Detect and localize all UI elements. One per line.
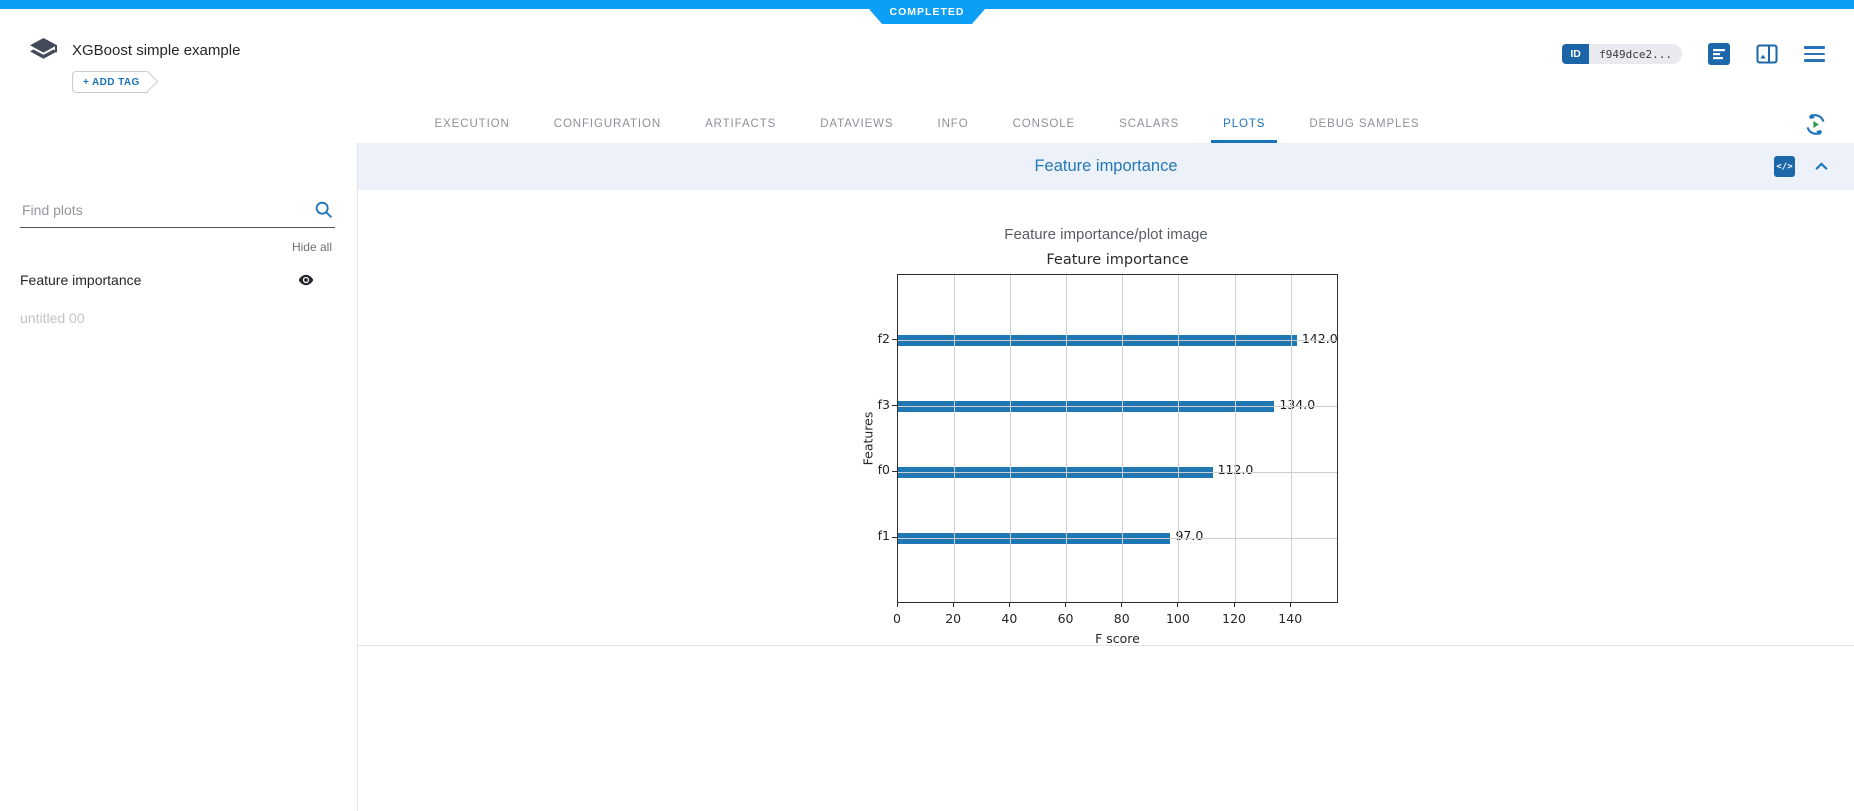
plot-list: Feature importance untitled 00: [0, 268, 357, 330]
bar-value-label: 97.0: [1175, 528, 1204, 544]
x-tick-label: 80: [1113, 611, 1130, 626]
y-tick-label: f0: [877, 462, 890, 478]
x-tick-label: 60: [1057, 611, 1074, 626]
plot-group-header: Feature importance </>: [358, 143, 1854, 190]
y-tick-label: f1: [877, 528, 890, 544]
details-panel-button[interactable]: [1708, 43, 1730, 65]
id-value: f949dce2...: [1589, 44, 1682, 64]
tab-console[interactable]: CONSOLE: [1012, 118, 1076, 130]
y-tick: [892, 405, 897, 407]
header: XGBoost simple example + ADD TAG ID f949…: [0, 9, 1854, 105]
hide-all-button[interactable]: Hide all: [291, 240, 332, 254]
plot-list-item[interactable]: untitled 00: [0, 306, 357, 330]
content: Hide all Feature importance untitled 00 F…: [0, 143, 1854, 811]
x-tick: [1121, 603, 1123, 607]
collapse-chevron-up-icon[interactable]: [1813, 158, 1830, 175]
gridline-v: [1290, 275, 1292, 602]
x-tick: [1065, 603, 1067, 607]
x-tick: [952, 603, 954, 607]
add-tag-label: + ADD TAG: [83, 76, 140, 88]
auto-refresh-button[interactable]: [1803, 112, 1828, 142]
x-tick: [1233, 603, 1235, 607]
tab-bar: EXECUTION CONFIGURATION ARTIFACTS DATAVIEWS…: [413, 105, 1442, 143]
bar-value-label: 134.0: [1279, 396, 1316, 412]
x-tick: [1008, 603, 1010, 607]
gridline-v: [953, 275, 955, 602]
gridline-v: [1066, 275, 1068, 602]
y-tick-label: f3: [877, 396, 890, 412]
x-tick: [1289, 603, 1291, 607]
gridline-v: [1234, 275, 1236, 602]
search-icon[interactable]: [313, 199, 335, 221]
x-tick: [896, 603, 898, 607]
gridline-h: [898, 471, 1337, 473]
y-tick: [892, 339, 897, 341]
split-view-button[interactable]: [1756, 43, 1778, 65]
search-field: [20, 199, 335, 228]
tab-row: EXECUTION CONFIGURATION ARTIFACTS DATAVIEWS…: [0, 105, 1854, 143]
gridline-h: [898, 340, 1337, 342]
details-icon: [1708, 43, 1730, 65]
x-tick-label: 0: [893, 611, 901, 626]
plot-group-title: Feature importance: [1034, 157, 1178, 175]
page-title: XGBoost simple example: [72, 42, 241, 59]
tab-info[interactable]: INFO: [937, 118, 969, 130]
plot-list-item[interactable]: Feature importance: [0, 268, 357, 292]
task-id-badge[interactable]: ID f949dce2...: [1562, 44, 1682, 64]
plots-sidebar: Hide all Feature importance untitled 00: [0, 143, 358, 811]
x-tick: [1177, 603, 1179, 607]
y-tick: [892, 470, 897, 472]
x-tick-label: 100: [1165, 611, 1190, 626]
gridline-h: [898, 406, 1337, 408]
id-label: ID: [1562, 44, 1590, 64]
refresh-icon: [1806, 113, 1825, 136]
tab-execution[interactable]: EXECUTION: [434, 118, 510, 130]
embed-code-icon[interactable]: </>: [1774, 156, 1795, 177]
split-view-icon: [1756, 44, 1778, 64]
tab-scalars[interactable]: SCALARS: [1119, 118, 1180, 130]
status-badge: COMPLETED: [861, 0, 993, 24]
y-tick-label: f2: [877, 330, 890, 346]
plot-widget-title: Feature importance/plot image: [1004, 226, 1208, 243]
y-tick: [892, 536, 897, 538]
plot-frame: [897, 274, 1338, 603]
menu-icon: [1804, 46, 1825, 49]
tab-configuration[interactable]: CONFIGURATION: [553, 118, 662, 130]
plots-panel: Feature importance </> Feature importanc…: [358, 143, 1854, 811]
x-tick-label: 120: [1222, 611, 1246, 626]
tab-dataviews[interactable]: DATAVIEWS: [820, 118, 894, 130]
gridline-v: [1009, 275, 1011, 602]
bar-value-label: 142.0: [1301, 330, 1338, 346]
x-tick-label: 20: [945, 611, 962, 626]
gridline-h: [898, 537, 1337, 539]
chart-title: Feature importance: [1046, 252, 1189, 268]
tab-artifacts[interactable]: ARTIFACTS: [705, 118, 777, 130]
eye-icon[interactable]: [297, 271, 315, 289]
search-input[interactable]: [20, 201, 313, 219]
experiment-logo-icon: [30, 38, 57, 59]
gridline-v: [1122, 275, 1124, 602]
menu-button[interactable]: [1804, 46, 1825, 62]
x-tick-label: 40: [1001, 611, 1018, 626]
tab-plots[interactable]: PLOTS: [1201, 105, 1287, 143]
plot-item-label: untitled 00: [20, 310, 85, 326]
tab-debug-samples[interactable]: DEBUG SAMPLES: [1309, 118, 1420, 130]
x-tick-label: 140: [1278, 611, 1303, 626]
chart-xlabel: F score: [1095, 631, 1140, 646]
plot-item-label: Feature importance: [20, 272, 142, 288]
add-tag-button[interactable]: + ADD TAG: [72, 71, 148, 93]
gridline-v: [1178, 275, 1180, 602]
plot-card: Feature importance/plot image Feature im…: [358, 190, 1854, 646]
